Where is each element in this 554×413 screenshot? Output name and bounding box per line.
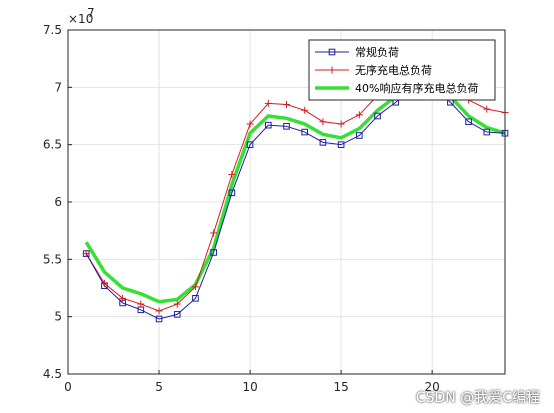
y-tick-label: 6.5 — [43, 138, 62, 152]
legend-label-2: 无序充电总负荷 — [355, 63, 432, 77]
series-2-point — [173, 300, 181, 308]
x-tick-label: 0 — [64, 380, 72, 394]
series-1-point — [356, 132, 363, 139]
series-1-point — [264, 121, 272, 129]
series-2-point — [100, 279, 108, 287]
legend-label-1: 常规负荷 — [355, 45, 399, 59]
series-1-point — [483, 128, 491, 136]
legend-marker-square — [328, 48, 336, 56]
series-2-point — [119, 294, 127, 302]
series-1-point — [374, 112, 381, 120]
legend-label-3: 40%响应有序充电总负荷 — [355, 81, 478, 95]
series-1-point — [283, 123, 290, 130]
y-exponent-base: ×10 — [68, 12, 93, 26]
x-tick-label: 10 — [242, 380, 257, 394]
y-tick-label: 5 — [54, 310, 62, 324]
series-2-point — [301, 106, 309, 114]
y-tick-label: 7 — [54, 80, 62, 94]
series-1-point — [155, 315, 163, 323]
y-tick-label: 5.5 — [43, 252, 62, 266]
series-1-point — [319, 139, 327, 146]
series-2-point — [210, 229, 218, 237]
series-1-point — [465, 118, 472, 126]
series-2-point — [483, 105, 491, 113]
watermark: CSDN @我爱C编程 — [415, 390, 540, 406]
y-tick-label: 6 — [54, 195, 62, 209]
axis-ticks: 0 5 10 15 20 4.5 5 5.5 6 6.5 7 7.5 — [43, 23, 440, 394]
y-tick-label: 4.5 — [43, 367, 62, 381]
series-1-point — [301, 128, 309, 136]
series-1-point — [192, 295, 199, 302]
series-2-point — [319, 118, 327, 126]
x-tick-label: 20 — [425, 380, 440, 394]
series-2-point — [137, 300, 145, 308]
series-2-point — [283, 101, 290, 109]
y-exponent-power: 7 — [87, 6, 95, 20]
series-2-point — [337, 120, 345, 128]
series-2-point — [246, 120, 254, 128]
series-1-point — [337, 141, 345, 148]
series-1-point — [228, 189, 236, 197]
x-tick-label: 5 — [155, 380, 163, 394]
series-1-point — [210, 249, 217, 256]
series-1-point — [246, 141, 254, 148]
series-1-point — [173, 311, 181, 318]
series-2-point — [191, 283, 199, 291]
series-2-point — [82, 250, 90, 258]
series-2-point — [155, 307, 163, 315]
series-2-point — [264, 99, 272, 107]
series-2-point — [228, 170, 236, 178]
x-tick-label: 15 — [333, 380, 348, 394]
y-tick-label: 7.5 — [43, 23, 62, 37]
series-2-point — [355, 111, 363, 119]
